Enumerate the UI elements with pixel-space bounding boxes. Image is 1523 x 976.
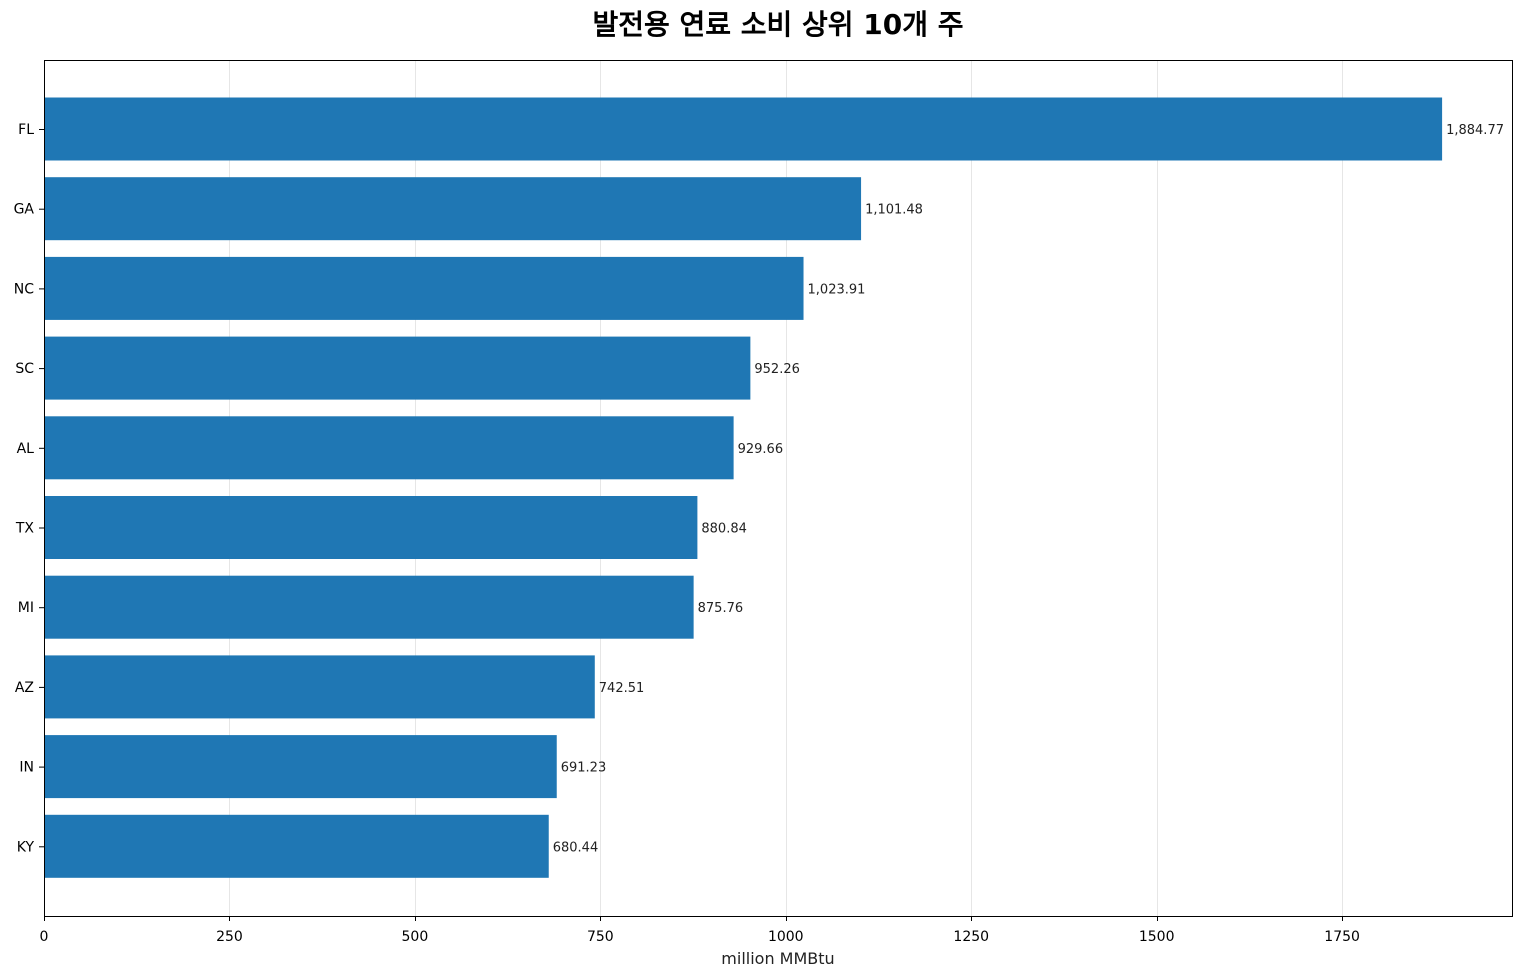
data-label: 880.84 (701, 522, 747, 537)
x-tick-label: 1000 (768, 929, 804, 945)
data-label: 1,101.48 (865, 203, 923, 218)
bar-az (44, 655, 595, 719)
x-tick-label: 1500 (1139, 929, 1175, 945)
y-tick-label: MI (18, 600, 34, 616)
y-tick-label: NC (14, 281, 34, 297)
x-tick-label: 500 (402, 929, 429, 945)
data-label: 691.23 (561, 761, 607, 776)
bar-layer (44, 97, 1443, 878)
data-label: 929.66 (738, 442, 784, 457)
bar-al (44, 416, 734, 480)
data-labels: 1,884.77 1,101.48 1,023.91 952.26 929.66 880.… (553, 123, 1504, 855)
bar-mi (44, 575, 694, 639)
y-tick-label: SC (15, 361, 34, 377)
data-label: 742.51 (599, 681, 645, 696)
bar-ky (44, 814, 549, 878)
plot-frame (44, 60, 1513, 917)
x-tick-label: 1750 (1324, 929, 1360, 945)
data-label: 680.44 (553, 840, 599, 855)
bar-fl (44, 97, 1443, 161)
data-label: 952.26 (754, 362, 800, 377)
x-axis: 0 250 500 750 1000 1250 1500 1750 (40, 916, 1360, 945)
chart-title: 발전용 연료 소비 상위 10개 주 (592, 8, 963, 41)
y-tick-label: IN (19, 760, 34, 776)
x-tick-label: 750 (587, 929, 614, 945)
y-tick-label: AZ (15, 680, 34, 696)
x-axis-label: million MMBtu (721, 949, 834, 968)
y-tick-label: FL (18, 122, 34, 138)
x-tick-label: 250 (216, 929, 243, 945)
x-tick-label: 1250 (953, 929, 989, 945)
bar-ga (44, 177, 862, 241)
data-label: 875.76 (698, 601, 744, 616)
bar-in (44, 735, 557, 799)
data-label: 1,884.77 (1446, 123, 1504, 138)
y-tick-label: TX (15, 521, 35, 537)
bar-nc (44, 256, 804, 320)
bar-sc (44, 336, 751, 400)
x-tick-label: 0 (40, 929, 49, 945)
y-tick-label: GA (14, 202, 35, 218)
data-label: 1,023.91 (808, 282, 866, 297)
y-axis: FL GA NC SC AL TX MI AZ IN KY (14, 122, 44, 855)
y-tick-label: KY (17, 839, 35, 855)
bar-tx (44, 496, 698, 559)
y-tick-label: AL (17, 441, 35, 457)
